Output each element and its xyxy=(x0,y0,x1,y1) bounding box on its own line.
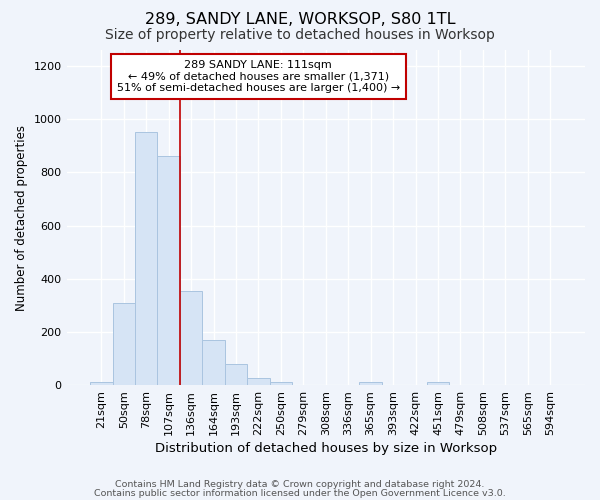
Text: Contains HM Land Registry data © Crown copyright and database right 2024.: Contains HM Land Registry data © Crown c… xyxy=(115,480,485,489)
Text: Size of property relative to detached houses in Worksop: Size of property relative to detached ho… xyxy=(105,28,495,42)
Bar xyxy=(225,364,247,385)
Bar xyxy=(157,156,180,385)
Bar xyxy=(269,382,292,385)
Bar xyxy=(247,378,269,385)
Bar xyxy=(427,382,449,385)
Bar xyxy=(113,302,135,385)
Bar xyxy=(180,290,202,385)
Bar xyxy=(359,382,382,385)
X-axis label: Distribution of detached houses by size in Worksop: Distribution of detached houses by size … xyxy=(155,442,497,455)
Bar xyxy=(202,340,225,385)
Bar xyxy=(135,132,157,385)
Text: Contains public sector information licensed under the Open Government Licence v3: Contains public sector information licen… xyxy=(94,488,506,498)
Y-axis label: Number of detached properties: Number of detached properties xyxy=(15,124,28,310)
Text: 289, SANDY LANE, WORKSOP, S80 1TL: 289, SANDY LANE, WORKSOP, S80 1TL xyxy=(145,12,455,28)
Text: 289 SANDY LANE: 111sqm
← 49% of detached houses are smaller (1,371)
51% of semi-: 289 SANDY LANE: 111sqm ← 49% of detached… xyxy=(117,60,400,94)
Bar xyxy=(90,382,113,385)
